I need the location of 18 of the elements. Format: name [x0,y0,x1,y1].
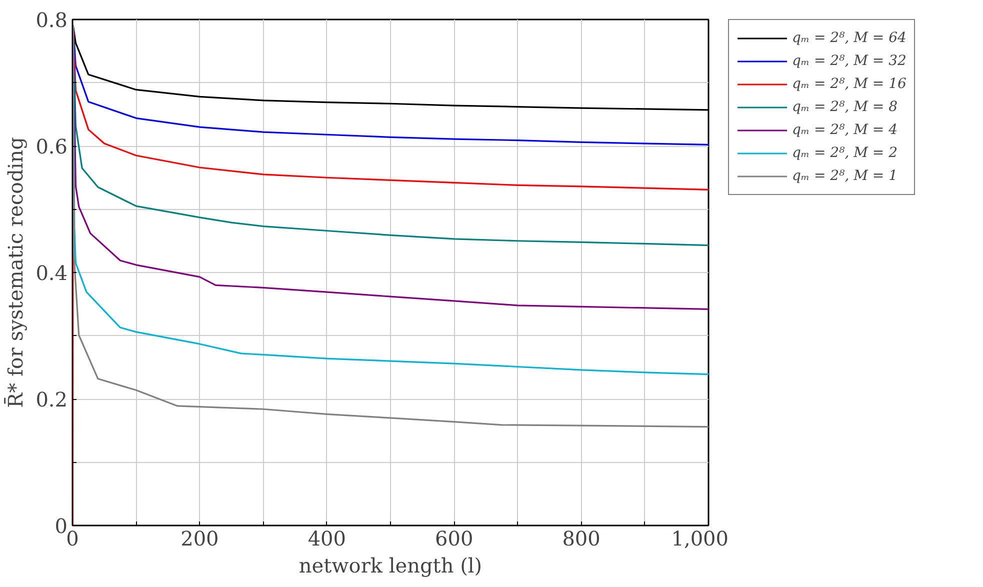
legend-label: qₘ = 2⁸, M = 1 [792,168,898,184]
x-tick-label: 800 [562,526,600,550]
y-tick-label: 0.4 [36,261,68,285]
x-tick-label: 1,000 [671,526,729,550]
x-tick-label: 600 [435,526,474,550]
legend-label: qₘ = 2⁸, M = 2 [792,145,898,161]
y-axis-title: R̄* for systematic recoding [4,136,28,408]
legend-label: qₘ = 2⁸, M = 32 [792,53,906,69]
x-axis-title: network length (l) [298,554,482,578]
y-tick-label: 0.2 [36,388,68,412]
legend-label: qₘ = 2⁸, M = 64 [792,30,906,46]
legend-label: qₘ = 2⁸, M = 16 [792,76,906,92]
y-tick-label: 0.8 [36,8,68,32]
legend-label: qₘ = 2⁸, M = 4 [792,122,898,138]
y-tick-label: 0.6 [36,134,68,158]
x-tick-label: 200 [180,526,219,550]
legend-label: qₘ = 2⁸, M = 8 [792,99,898,115]
x-tick-label: 400 [308,526,346,550]
